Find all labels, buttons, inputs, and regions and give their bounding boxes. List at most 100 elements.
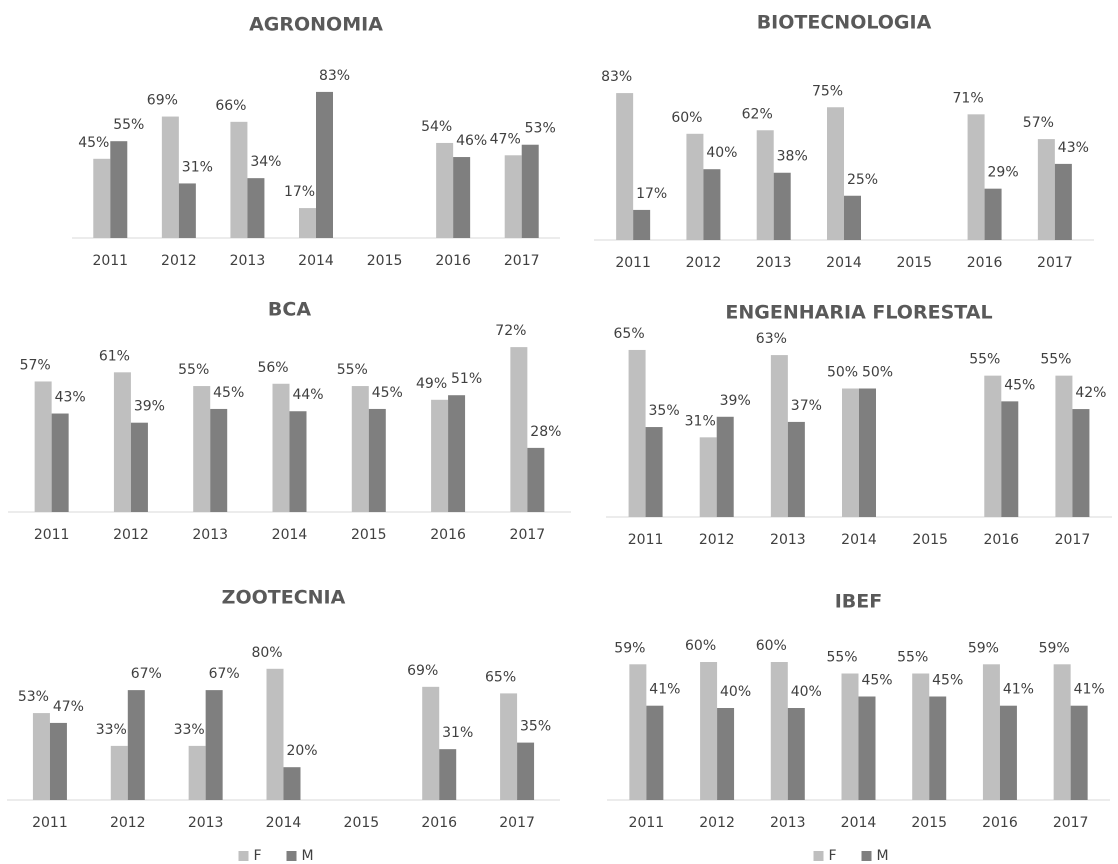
bar xyxy=(773,172,791,240)
x-tick-label: 2012 xyxy=(161,253,197,269)
bar xyxy=(527,447,545,512)
data-label: 38% xyxy=(777,149,808,165)
bar xyxy=(247,178,265,238)
bar xyxy=(912,673,930,800)
data-label: 51% xyxy=(451,371,482,387)
bar xyxy=(448,395,466,512)
x-tick-label: 2014 xyxy=(298,253,334,269)
data-label: 69% xyxy=(147,93,178,109)
bar xyxy=(633,209,651,240)
x-tick-label: 2014 xyxy=(266,815,302,831)
x-tick-label: 2014 xyxy=(841,815,877,831)
data-label: 55% xyxy=(1040,352,1071,368)
data-label: 45% xyxy=(932,673,963,689)
x-tick-label: 2017 xyxy=(504,253,540,269)
data-label: 28% xyxy=(530,424,561,440)
bar xyxy=(289,411,307,512)
x-tick-label: 2017 xyxy=(510,527,546,543)
bar xyxy=(113,372,131,512)
bar xyxy=(841,673,859,800)
x-tick-label: 2012 xyxy=(699,532,735,548)
data-label: 41% xyxy=(649,682,680,698)
data-label: 37% xyxy=(791,398,822,414)
x-tick-label: 2017 xyxy=(499,815,535,831)
bar xyxy=(646,705,664,800)
x-tick-label: 2011 xyxy=(628,532,664,548)
bar xyxy=(32,713,50,800)
data-label: 40% xyxy=(706,145,737,161)
bar xyxy=(787,708,805,800)
bar xyxy=(703,169,721,240)
data-label: 45% xyxy=(372,385,403,401)
bar xyxy=(1037,139,1055,240)
bar xyxy=(34,381,52,512)
data-label: 53% xyxy=(18,689,49,705)
data-label: 41% xyxy=(1003,682,1034,698)
bar xyxy=(1054,163,1072,240)
legend-label: M xyxy=(302,848,314,864)
data-label: 45% xyxy=(213,385,244,401)
data-label: 55% xyxy=(113,117,144,133)
x-tick-label: 2013 xyxy=(230,253,266,269)
bar xyxy=(51,413,69,512)
x-tick-label: 2012 xyxy=(110,815,146,831)
bar xyxy=(984,188,1002,240)
bar xyxy=(439,749,457,800)
data-label: 43% xyxy=(55,390,86,406)
bar xyxy=(49,722,67,800)
bar xyxy=(844,195,861,240)
x-tick-label: 2014 xyxy=(272,527,308,543)
data-label: 35% xyxy=(520,719,551,735)
x-tick-label: 2013 xyxy=(756,255,792,271)
x-tick-label: 2015 xyxy=(912,532,948,548)
data-label: 50% xyxy=(862,365,893,381)
x-tick-label: 2011 xyxy=(629,815,665,831)
data-label: 34% xyxy=(250,154,281,170)
data-label: 44% xyxy=(292,387,323,403)
data-label: 54% xyxy=(421,119,452,135)
bar xyxy=(521,144,539,238)
bar xyxy=(717,708,735,800)
legend-label: F xyxy=(254,848,262,864)
bar xyxy=(431,399,449,512)
x-tick-label: 2016 xyxy=(430,527,466,543)
data-label: 62% xyxy=(742,106,773,122)
bar xyxy=(1001,401,1019,517)
bar xyxy=(787,421,805,517)
data-label: 57% xyxy=(1023,115,1054,131)
data-label: 41% xyxy=(1074,682,1105,698)
bar xyxy=(982,664,1000,800)
data-label: 55% xyxy=(969,352,1000,368)
bar xyxy=(161,116,179,238)
data-label: 45% xyxy=(1004,377,1035,393)
x-tick-label: 2013 xyxy=(188,815,224,831)
data-label: 35% xyxy=(649,403,680,419)
x-tick-label: 2013 xyxy=(192,527,228,543)
legend-swatch xyxy=(238,851,249,861)
x-tick-label: 2013 xyxy=(770,815,806,831)
data-label: 71% xyxy=(953,90,984,106)
bar xyxy=(110,141,128,238)
bar xyxy=(230,121,248,238)
x-tick-label: 2016 xyxy=(435,253,471,269)
data-label: 72% xyxy=(495,323,526,339)
chart-title: IBEF xyxy=(835,591,883,613)
bar xyxy=(770,662,788,800)
data-label: 57% xyxy=(20,357,51,373)
bar xyxy=(770,355,788,517)
bar xyxy=(967,114,985,240)
data-label: 42% xyxy=(1075,385,1106,401)
data-label: 55% xyxy=(178,362,209,378)
x-tick-label: 2017 xyxy=(1053,815,1089,831)
legend-label: M xyxy=(877,848,889,864)
x-tick-label: 2013 xyxy=(770,532,806,548)
data-label: 31% xyxy=(182,159,213,175)
x-tick-label: 2012 xyxy=(686,255,722,271)
x-tick-label: 2017 xyxy=(1055,532,1091,548)
data-label: 33% xyxy=(174,722,205,738)
data-label: 80% xyxy=(251,645,282,661)
x-tick-label: 2011 xyxy=(92,253,128,269)
x-tick-label: 2011 xyxy=(615,255,651,271)
bar xyxy=(436,142,454,238)
